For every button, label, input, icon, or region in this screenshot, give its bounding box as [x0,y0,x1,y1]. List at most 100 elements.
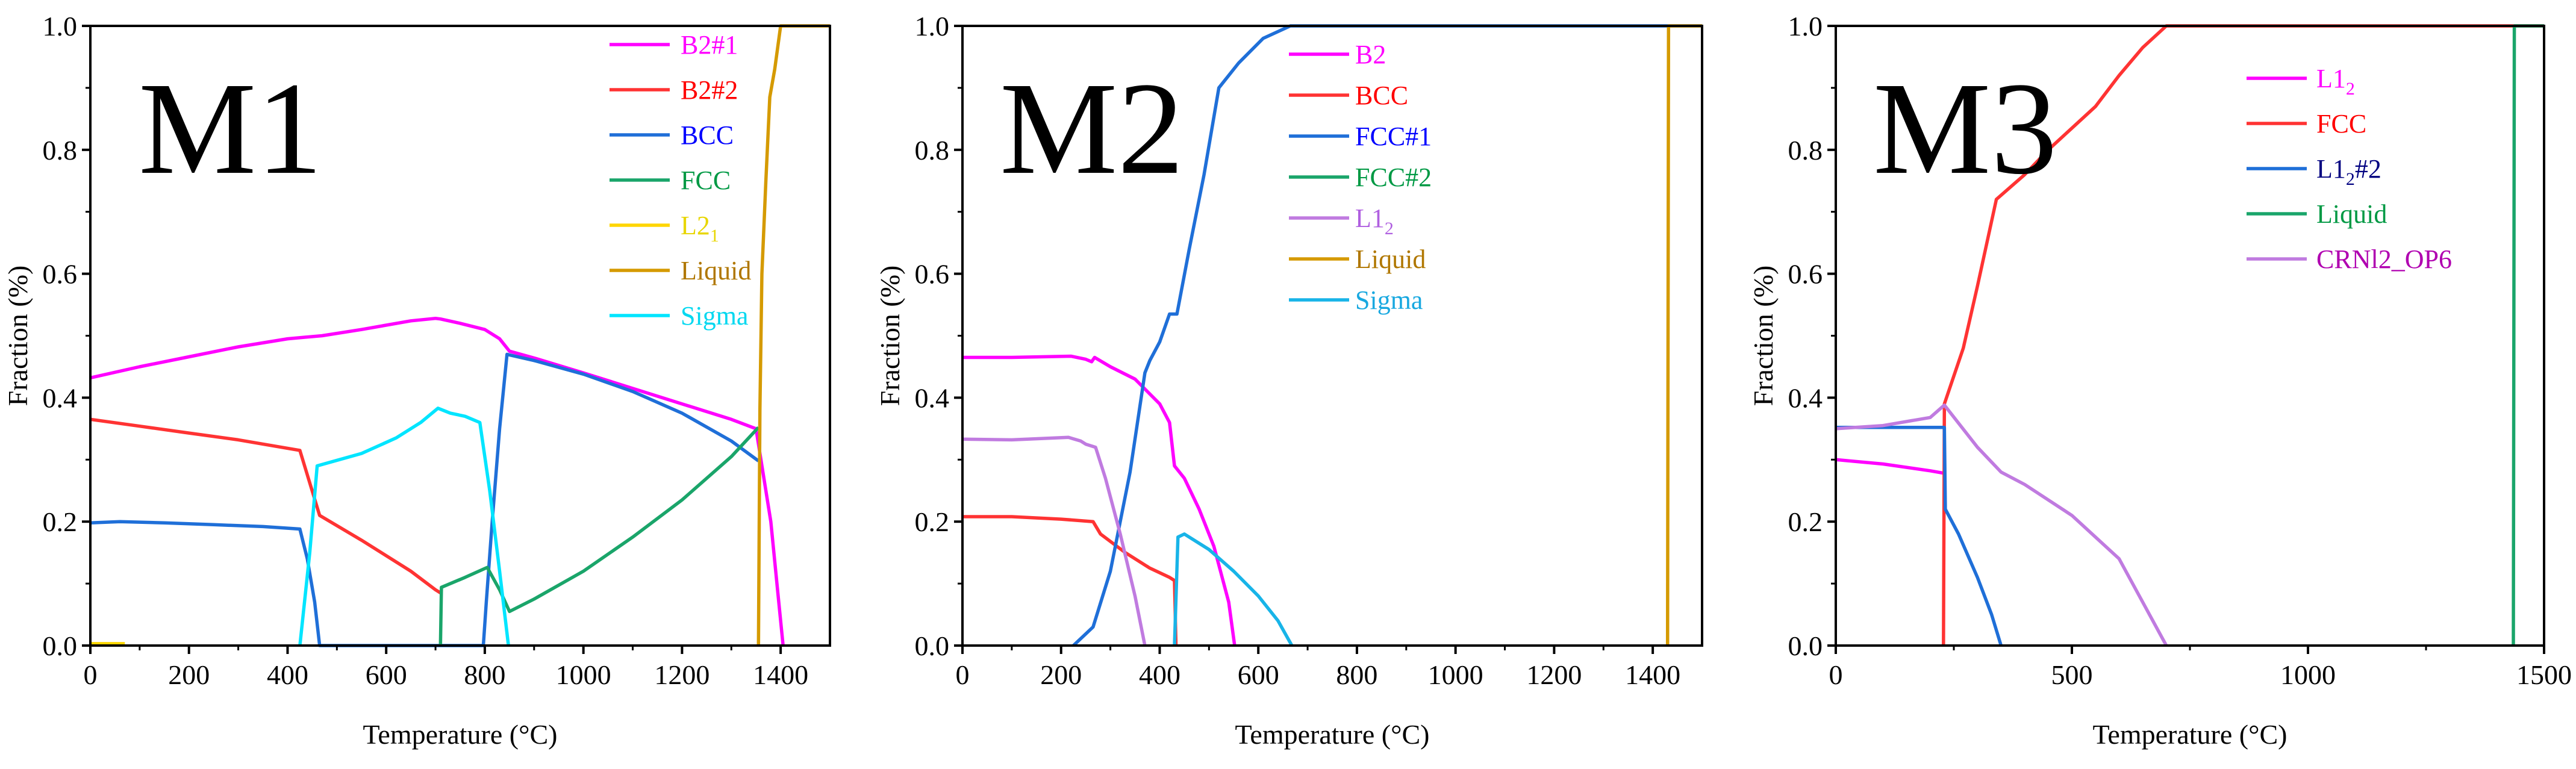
legend-label: CRNl2_OP6 [2316,244,2452,274]
series-line-liquid [2512,24,2544,646]
legend-label: BCC [1355,81,1408,110]
panel-m1: 0 200 400 600 800 1000 1200 1400 0.0 0.2 0.4 0.6 0.8… [2,11,831,750]
legend-label-base: B2#2 [681,75,738,105]
y-tick-label: 0.4 [1788,382,1823,413]
legend-label-subscript: 1 [710,226,719,246]
legend-label: Liquid [2316,199,2387,229]
y-tick-label: 1.0 [915,11,950,42]
y-tick-label: 0.2 [43,506,78,537]
x-tick-label: 1500 [2516,659,2572,690]
series-line-bcc [962,515,1178,646]
legend-label-base: L1 [1355,204,1385,233]
x-tick-label: 1400 [1625,659,1680,690]
legend-label: FCC#1 [1355,122,1432,151]
legend-label: FCC [2316,109,2366,139]
y-tick-label: 0.0 [43,630,78,661]
y-tick-label: 1.0 [1788,11,1823,42]
x-tick-label: 0 [84,659,98,690]
legend-label-base: FCC#2 [1355,163,1432,192]
panel-label: M2 [1000,55,1184,202]
legend-label: B2#2 [681,75,738,105]
legend-label-base: FCC [2316,109,2366,139]
legend-label: BCC [681,120,734,150]
legend-label-subscript: 2 [2346,169,2355,189]
legend-label-base: Liquid [1355,244,1426,274]
legend-label-subscript: 2 [1385,219,1394,238]
panel-m2: 0 200 400 600 800 1000 1200 1400 0.0 0.2 0.4 0.6 0.8… [875,11,1703,750]
legend-label-base: B2#1 [681,30,738,60]
x-tick-label: 0 [956,659,970,690]
legend-label-base: Liquid [2316,199,2387,229]
series-line-liquid [756,24,830,646]
legend-label-base: L1 [2316,64,2346,93]
y-tick-label: 0.6 [43,259,78,290]
series-line-sigma [1173,532,1294,647]
legend-label-base: Sigma [681,301,748,331]
legend-label-base: CRNl2_OP6 [2316,244,2452,274]
y-tick-label: 0.0 [1788,630,1823,661]
panel-m3: 0 500 1000 1500 0.0 0.2 0.4 0.6 0.8 1.0 Temperatur… [1748,11,2572,750]
legend-label-base: FCC#1 [1355,122,1432,151]
series-line-b2-2 [90,417,441,594]
x-axis-title: Temperature (°C) [1235,719,1430,750]
legend-label: FCC#2 [1355,163,1432,192]
series-line-sigma [298,406,510,646]
legend-label-suffix: #2 [2355,154,2381,184]
x-tick-label: 800 [464,659,505,690]
x-tick-label: 1200 [654,659,709,690]
legend-label: L12#2 [2316,154,2381,189]
legend-label: Liquid [681,256,751,285]
x-tick-label: 600 [366,659,407,690]
series-line-fcc-1 [1072,24,1702,647]
y-tick-label: 0.0 [915,630,950,661]
legend-label-base: L1 [2316,154,2346,184]
x-tick-label: 600 [1238,659,1279,690]
series-line-crni2-op6 [1836,403,2168,647]
y-axis-title: Fraction (%) [2,266,33,406]
y-tick-label: 0.6 [915,259,950,290]
series-line-fcc [438,426,760,646]
legend-label: Sigma [1355,285,1423,315]
panel-label: M1 [139,55,323,202]
series-line-fcc [1942,24,2544,646]
legend-label: L12 [2316,64,2355,99]
legend-label-base: FCC [681,166,731,195]
x-tick-label: 1000 [1428,659,1483,690]
x-tick-label: 400 [1139,659,1180,690]
x-tick-label: 1200 [1526,659,1582,690]
series-line-bcc [90,352,759,647]
legend-label: B2 [1355,40,1386,69]
y-tick-label: 0.4 [43,382,78,413]
y-tick-label: 0.8 [43,135,78,166]
y-tick-label: 0.6 [1788,259,1823,290]
legend-label: L12 [1355,204,1394,238]
legend-label-base: L2 [681,211,710,240]
legend-label-subscript: 2 [2346,79,2355,99]
y-axis-title: Fraction (%) [1748,266,1779,406]
legend-label: B2#1 [681,30,738,60]
x-tick-label: 500 [2051,659,2093,690]
series-line-b2-1 [90,316,785,646]
y-tick-label: 0.4 [915,382,950,413]
x-tick-label: 1000 [2280,659,2336,690]
x-tick-label: 1000 [556,659,611,690]
legend-label-base: BCC [681,120,734,150]
y-tick-label: 0.2 [915,506,950,537]
x-tick-label: 200 [1040,659,1082,690]
series-line-l1-2 [1836,458,1945,475]
series-line-l1-2-2 [1836,426,2003,646]
series-line-b2 [962,354,1237,646]
y-tick-label: 0.8 [1788,135,1823,166]
x-tick-label: 1400 [753,659,808,690]
x-tick-label: 0 [1829,659,1843,690]
legend-label: L21 [681,211,719,246]
y-tick-label: 0.2 [1788,506,1823,537]
legend-label-base: B2 [1355,40,1386,69]
x-tick-label: 400 [267,659,308,690]
x-tick-label: 200 [168,659,210,690]
x-axis-title: Temperature (°C) [363,719,558,750]
panel-label: M3 [1873,55,2057,202]
x-axis-title: Temperature (°C) [2093,719,2288,750]
legend-label-base: Sigma [1355,285,1423,315]
